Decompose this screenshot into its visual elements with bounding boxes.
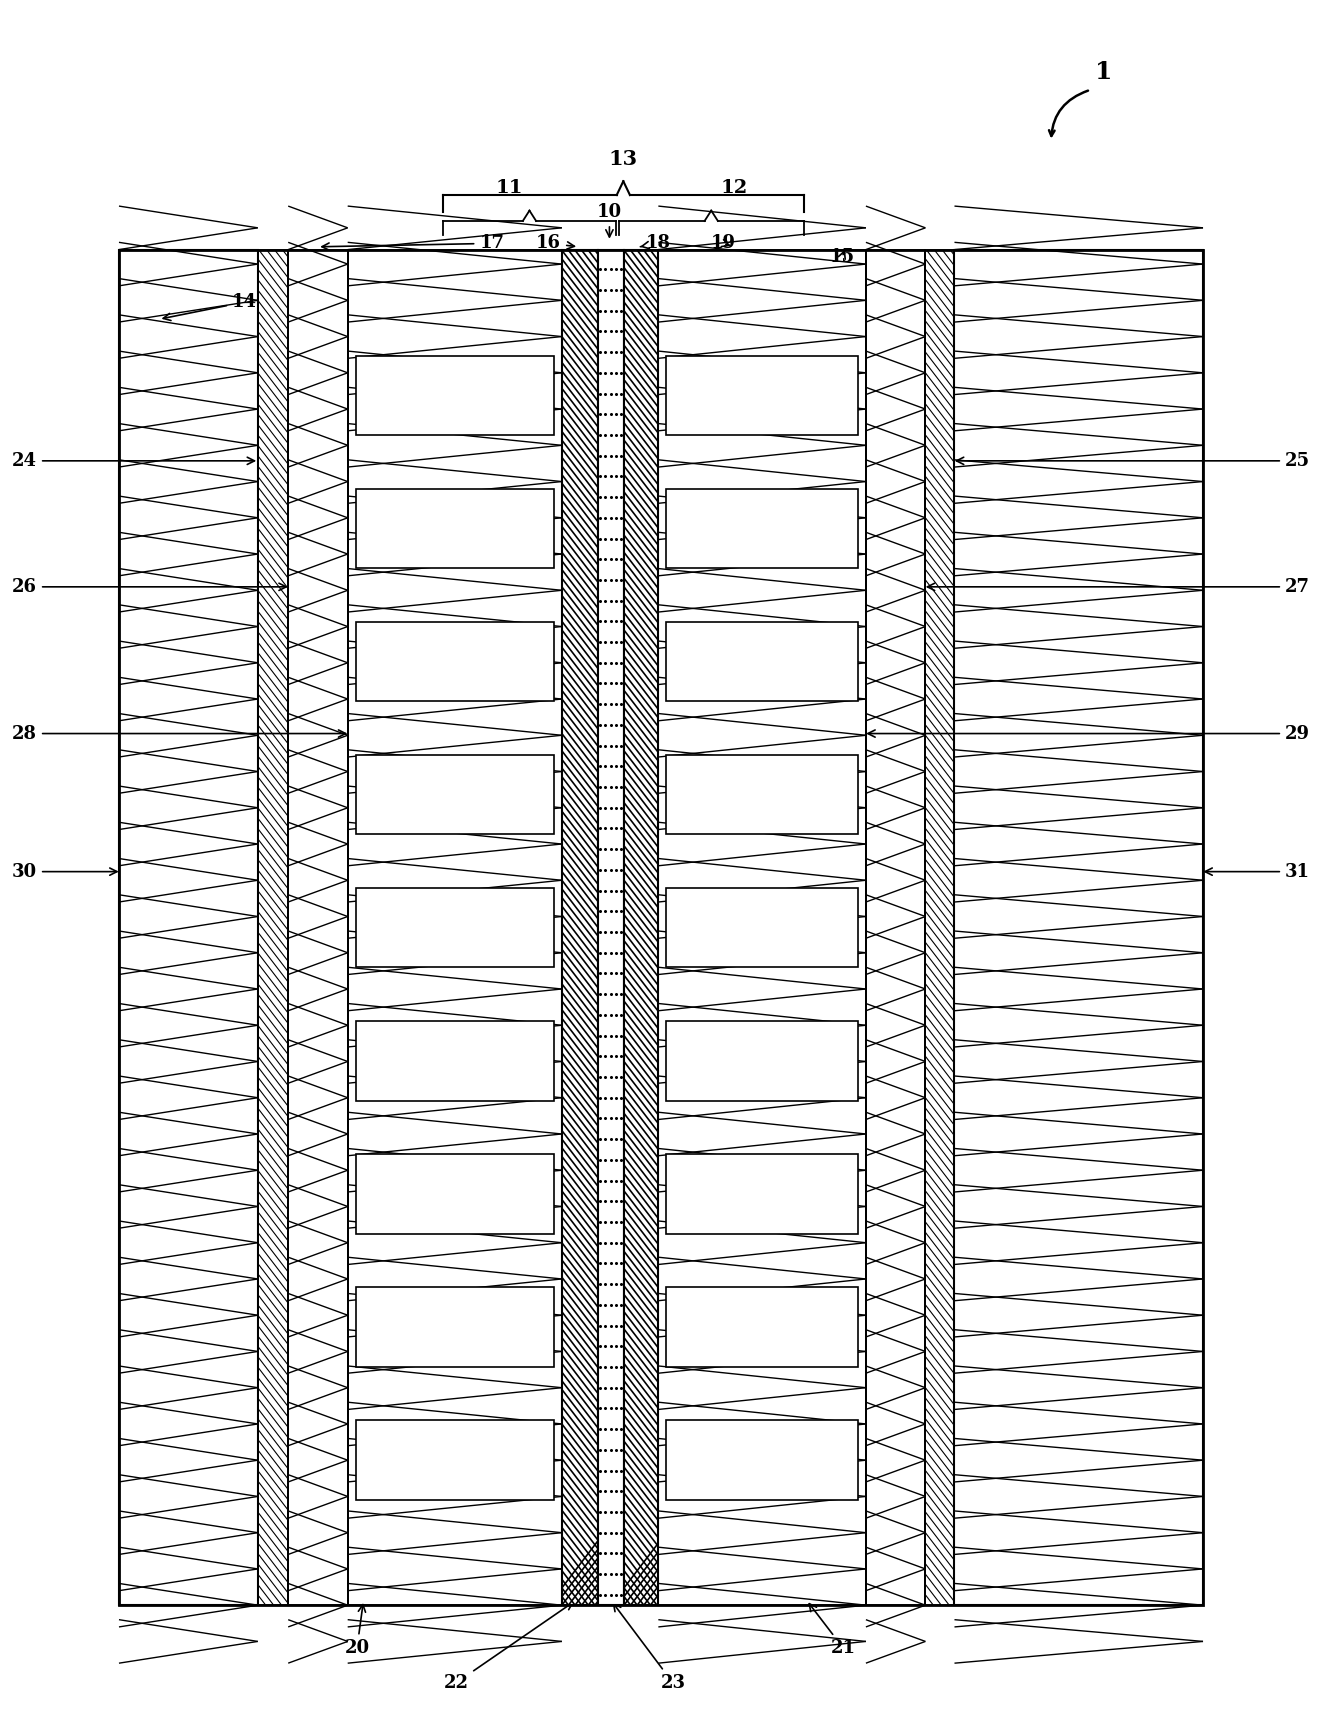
Text: 15: 15 <box>829 249 855 266</box>
Text: 30: 30 <box>12 863 116 880</box>
Text: 16: 16 <box>537 235 575 252</box>
Bar <box>666 887 858 968</box>
Bar <box>348 250 562 1605</box>
Bar <box>954 250 1203 1605</box>
Bar <box>666 356 858 435</box>
Bar <box>666 754 858 834</box>
Text: 10: 10 <box>596 204 623 236</box>
Bar <box>658 250 866 1605</box>
Text: 21: 21 <box>809 1603 855 1657</box>
Bar <box>562 250 598 1605</box>
Bar <box>666 1155 858 1234</box>
Text: 26: 26 <box>12 578 286 595</box>
Bar <box>356 1155 554 1234</box>
Bar <box>356 356 554 435</box>
Bar <box>356 887 554 968</box>
Text: 11: 11 <box>496 180 524 197</box>
Text: 24: 24 <box>12 452 254 469</box>
Text: 23: 23 <box>613 1603 685 1691</box>
Bar <box>666 1288 858 1367</box>
Text: 29: 29 <box>869 725 1310 742</box>
Text: 14: 14 <box>163 293 256 321</box>
Text: 18: 18 <box>640 235 670 252</box>
Bar <box>356 1420 554 1500</box>
Bar <box>356 754 554 834</box>
Text: 1: 1 <box>1095 60 1113 85</box>
Bar <box>356 1288 554 1367</box>
Bar <box>258 250 288 1605</box>
Bar <box>666 621 858 701</box>
Text: 17: 17 <box>323 235 504 252</box>
Bar <box>356 621 554 701</box>
Bar <box>866 250 925 1605</box>
Bar <box>119 250 258 1605</box>
Text: 22: 22 <box>444 1603 572 1691</box>
Bar <box>624 250 658 1605</box>
Bar <box>356 488 554 568</box>
Bar <box>925 250 954 1605</box>
Bar <box>666 1022 858 1101</box>
Bar <box>598 250 624 1605</box>
Bar <box>288 250 348 1605</box>
Text: 12: 12 <box>720 180 747 197</box>
Text: 28: 28 <box>12 725 345 742</box>
Bar <box>666 1420 858 1500</box>
Text: 13: 13 <box>608 148 639 169</box>
Bar <box>356 1022 554 1101</box>
Text: 20: 20 <box>344 1605 370 1657</box>
Text: 19: 19 <box>711 235 735 252</box>
Text: 31: 31 <box>1206 863 1310 880</box>
Text: 25: 25 <box>957 452 1310 469</box>
Bar <box>119 250 1203 1605</box>
Bar <box>666 488 858 568</box>
Text: 27: 27 <box>928 578 1310 595</box>
